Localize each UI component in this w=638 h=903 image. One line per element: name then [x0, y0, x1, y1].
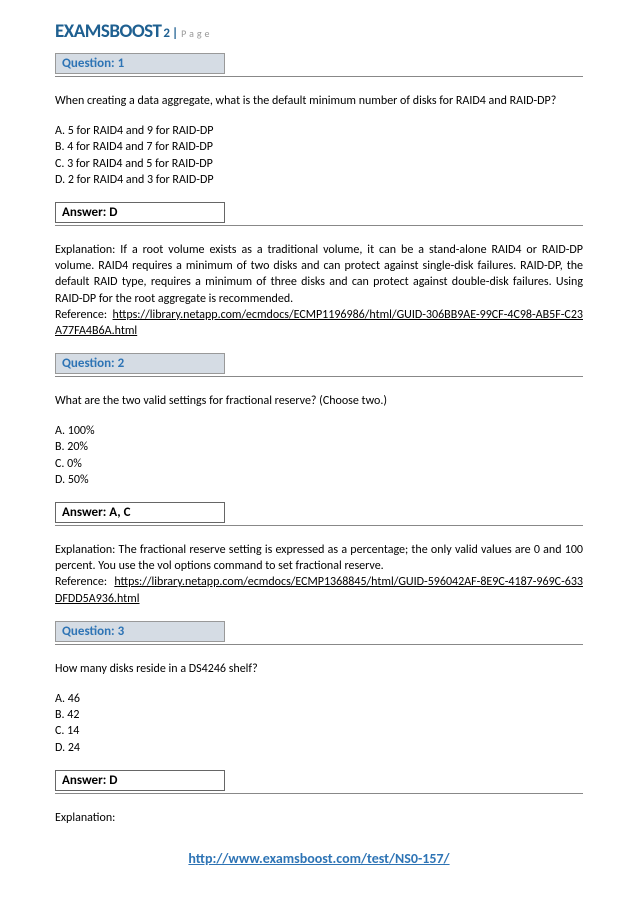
question-2-explanation: Explanation: The fractional reserve sett… — [55, 542, 583, 607]
question-3-explanation: Explanation: — [55, 810, 583, 826]
answer-1-label: Answer: D — [55, 202, 225, 223]
q1-ref-label: Reference: — [55, 308, 113, 322]
q1-option-a: A. 5 for RAID4 and 9 for RAID-DP — [55, 123, 583, 139]
q2-option-a: A. 100% — [55, 423, 583, 439]
divider — [55, 644, 583, 645]
q3-option-a: A. 46 — [55, 691, 583, 707]
question-3-options: A. 46 B. 42 C. 14 D. 24 — [55, 691, 583, 756]
q1-ref-link[interactable]: https://library.netapp.com/ecmdocs/ECMP1… — [55, 308, 583, 338]
q2-option-d: D. 50% — [55, 472, 583, 488]
divider — [55, 76, 583, 77]
q1-explanation-text: Explanation: If a root volume exists as … — [55, 243, 583, 306]
page-number: 2 — [163, 26, 170, 41]
q2-option-c: C. 0% — [55, 456, 583, 472]
q2-explanation-text: Explanation: The fractional reserve sett… — [55, 543, 583, 573]
question-1-label: Question: 1 — [55, 53, 225, 74]
q2-ref-label: Reference: — [55, 575, 114, 589]
q2-option-b: B. 20% — [55, 439, 583, 455]
brand-name: EXAMSBOOST — [55, 20, 161, 43]
question-2-label: Question: 2 — [55, 353, 225, 374]
q3-option-b: B. 42 — [55, 707, 583, 723]
answer-2-label: Answer: A, C — [55, 502, 225, 523]
q1-option-d: D. 2 for RAID4 and 3 for RAID-DP — [55, 172, 583, 188]
page-footer: http://www.examsboost.com/test/NS0-157/ — [55, 850, 583, 867]
page-header: EXAMSBOOST 2 | Page — [55, 20, 583, 43]
q1-option-c: C. 3 for RAID4 and 5 for RAID-DP — [55, 156, 583, 172]
divider — [55, 225, 583, 226]
page-label: Page — [181, 27, 212, 40]
page-sep: | — [172, 26, 178, 41]
question-2-options: A. 100% B. 20% C. 0% D. 50% — [55, 423, 583, 488]
q3-option-c: C. 14 — [55, 723, 583, 739]
divider — [55, 525, 583, 526]
q3-option-d: D. 24 — [55, 740, 583, 756]
question-2-text: What are the two valid settings for frac… — [55, 393, 583, 409]
answer-3-label: Answer: D — [55, 770, 225, 791]
question-3-label: Question: 3 — [55, 621, 225, 642]
question-1-text: When creating a data aggregate, what is … — [55, 93, 583, 109]
q1-option-b: B. 4 for RAID4 and 7 for RAID-DP — [55, 139, 583, 155]
divider — [55, 793, 583, 794]
question-1-explanation: Explanation: If a root volume exists as … — [55, 242, 583, 339]
question-1-options: A. 5 for RAID4 and 9 for RAID-DP B. 4 fo… — [55, 123, 583, 188]
q2-ref-link[interactable]: https://library.netapp.com/ecmdocs/ECMP1… — [55, 575, 583, 605]
question-3-text: How many disks reside in a DS4246 shelf? — [55, 661, 583, 677]
footer-link[interactable]: http://www.examsboost.com/test/NS0-157/ — [188, 850, 449, 867]
divider — [55, 376, 583, 377]
